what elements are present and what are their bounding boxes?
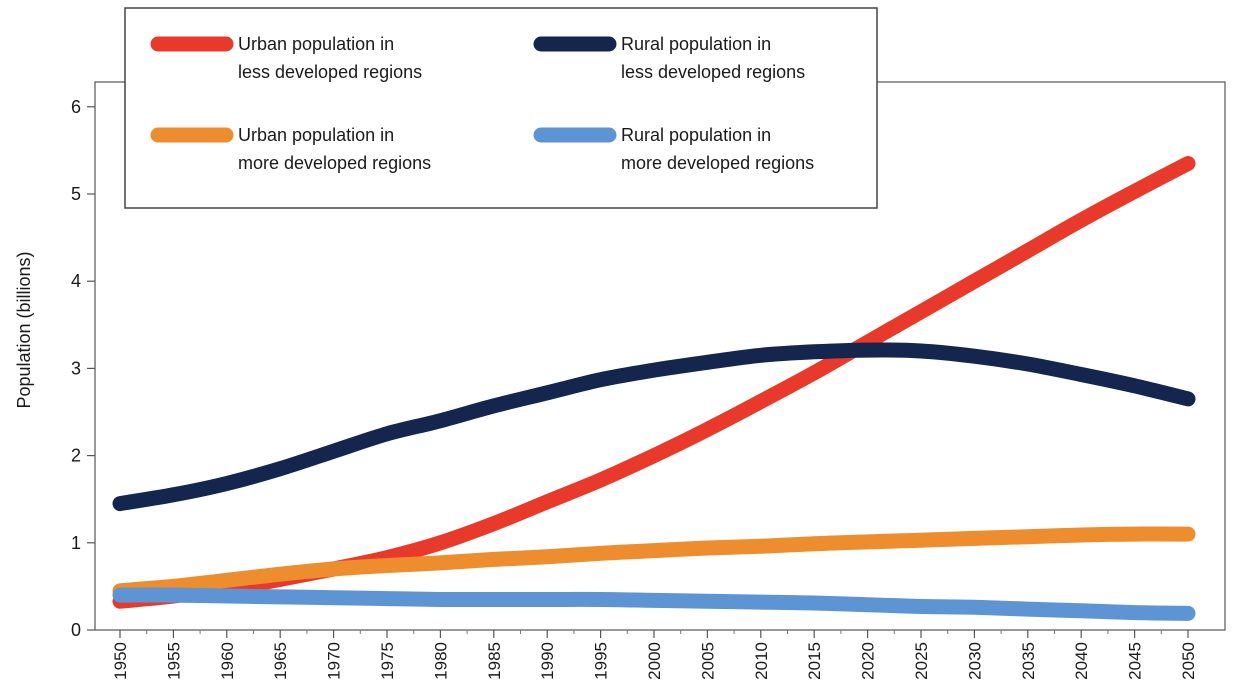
x-tick-label: 2010 <box>752 642 771 680</box>
x-tick-label: 2050 <box>1179 642 1198 680</box>
y-tick-label: 2 <box>71 446 81 466</box>
x-tick-label: 1985 <box>485 642 504 680</box>
legend-label-line2: more developed regions <box>621 153 814 173</box>
x-tick-label: 1950 <box>111 642 130 680</box>
x-tick-label: 2040 <box>1072 642 1091 680</box>
x-tick-label: 2015 <box>805 642 824 680</box>
legend-label-line1: Urban population in <box>238 125 394 145</box>
x-tick-label: 1955 <box>164 642 183 680</box>
legend-label-line2: less developed regions <box>621 62 805 82</box>
series-line-4 <box>112 587 1196 621</box>
x-tick-label: 2035 <box>1019 642 1038 680</box>
y-tick-label: 0 <box>71 620 81 640</box>
x-tick-label: 2000 <box>645 642 664 680</box>
legend-box <box>124 7 878 209</box>
y-tick-label: 4 <box>71 271 81 291</box>
y-tick-label: 6 <box>71 97 81 117</box>
x-tick-label: 1995 <box>592 642 611 680</box>
x-tick-label: 2025 <box>912 642 931 680</box>
series-line-3 <box>112 526 1196 599</box>
y-axis-label: Population (billions) <box>14 251 34 408</box>
x-tick-label: 1960 <box>218 642 237 680</box>
legend-label-line2: less developed regions <box>238 62 422 82</box>
x-tick-label: 2030 <box>965 642 984 680</box>
legend-label-line1: Rural population in <box>621 125 771 145</box>
x-tick-label: 1965 <box>271 642 290 680</box>
x-tick-label: 2005 <box>698 642 717 680</box>
y-tick-label: 5 <box>71 184 81 204</box>
legend-label-line1: Rural population in <box>621 34 771 54</box>
x-tick-label: 2045 <box>1126 642 1145 680</box>
legend-label-line2: more developed regions <box>238 153 431 173</box>
x-tick-label: 1975 <box>378 642 397 680</box>
legend-label-line1: Urban population in <box>238 34 394 54</box>
series-line-2 <box>112 342 1196 512</box>
y-tick-label: 1 <box>71 533 81 553</box>
x-tick-label: 1990 <box>538 642 557 680</box>
x-tick-label: 1980 <box>431 642 450 680</box>
y-tick-label: 3 <box>71 358 81 378</box>
x-tick-label: 1970 <box>325 642 344 680</box>
x-tick-label: 2020 <box>859 642 878 680</box>
